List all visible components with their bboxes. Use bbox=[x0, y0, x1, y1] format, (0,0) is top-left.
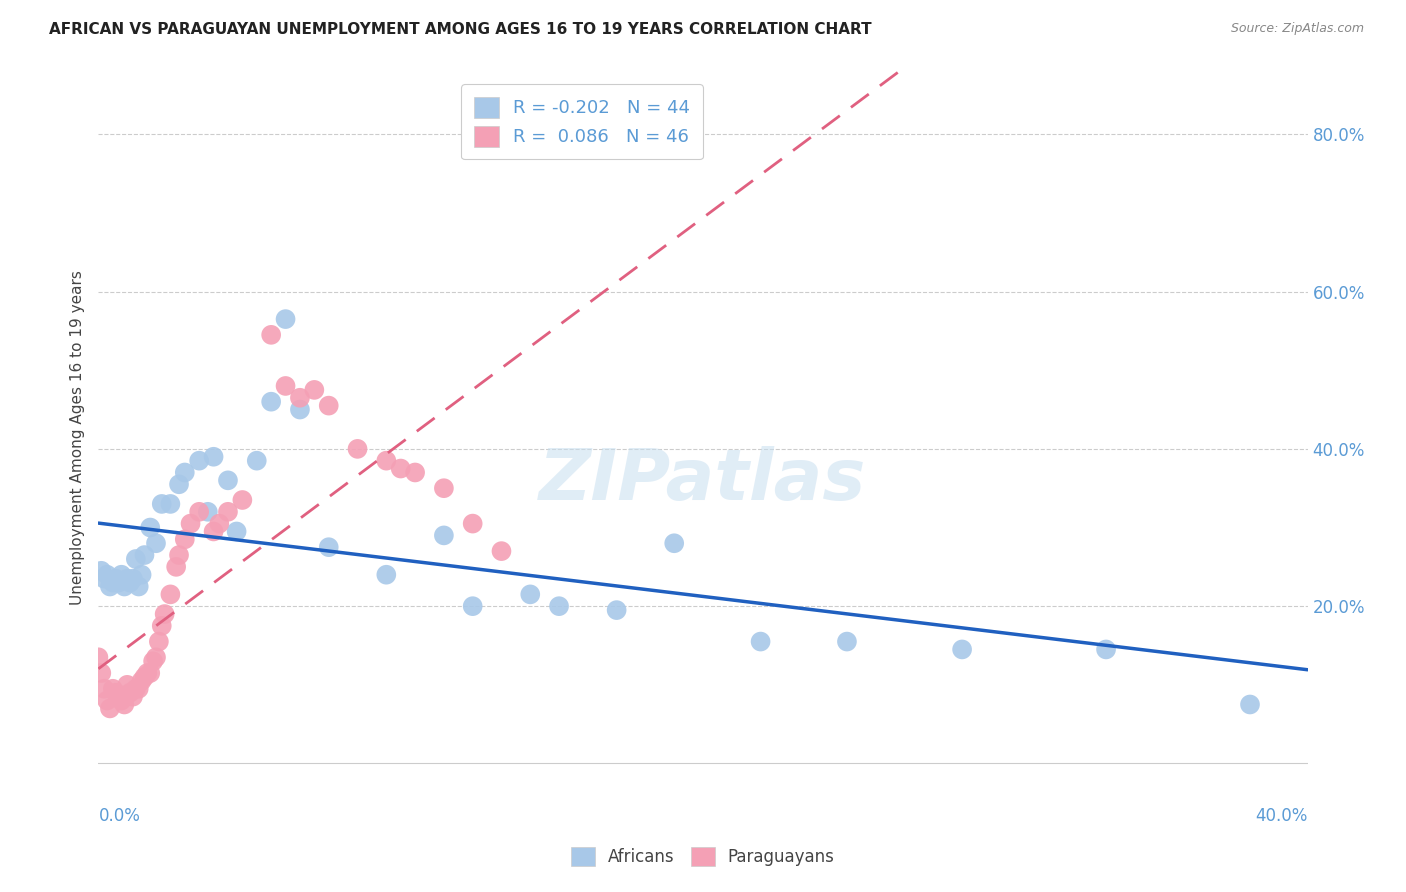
Point bbox=[950, 642, 973, 657]
Point bbox=[404, 466, 426, 480]
Point bbox=[260, 327, 283, 342]
Point bbox=[110, 567, 132, 582]
Point bbox=[145, 536, 167, 550]
Point bbox=[288, 391, 311, 405]
Point bbox=[125, 681, 148, 696]
Point bbox=[90, 564, 112, 578]
Point bbox=[1095, 642, 1118, 657]
Point bbox=[98, 580, 121, 594]
Point bbox=[131, 673, 153, 688]
Point bbox=[153, 607, 176, 621]
Point bbox=[606, 603, 628, 617]
Point bbox=[461, 516, 484, 531]
Point bbox=[131, 567, 153, 582]
Point bbox=[150, 497, 173, 511]
Point bbox=[93, 572, 115, 586]
Point bbox=[180, 516, 202, 531]
Point bbox=[491, 544, 513, 558]
Text: AFRICAN VS PARAGUAYAN UNEMPLOYMENT AMONG AGES 16 TO 19 YEARS CORRELATION CHART: AFRICAN VS PARAGUAYAN UNEMPLOYMENT AMONG… bbox=[49, 22, 872, 37]
Point bbox=[107, 690, 129, 704]
Point bbox=[115, 572, 138, 586]
Point bbox=[318, 399, 340, 413]
Point bbox=[197, 505, 219, 519]
Point bbox=[749, 634, 772, 648]
Text: ZIPatlas: ZIPatlas bbox=[540, 447, 866, 516]
Point bbox=[274, 379, 297, 393]
Point bbox=[136, 666, 159, 681]
Point bbox=[318, 540, 340, 554]
Point bbox=[98, 701, 121, 715]
Point bbox=[128, 580, 150, 594]
Point bbox=[101, 575, 124, 590]
Point bbox=[246, 453, 269, 467]
Point bbox=[389, 461, 412, 475]
Point bbox=[90, 666, 112, 681]
Point bbox=[115, 678, 138, 692]
Point bbox=[1239, 698, 1261, 712]
Point bbox=[835, 634, 858, 648]
Point bbox=[87, 650, 110, 665]
Point bbox=[120, 575, 142, 590]
Point bbox=[173, 466, 195, 480]
Point bbox=[288, 402, 311, 417]
Y-axis label: Unemployment Among Ages 16 to 19 years: Unemployment Among Ages 16 to 19 years bbox=[69, 269, 84, 605]
Point bbox=[217, 473, 239, 487]
Point bbox=[461, 599, 484, 614]
Point bbox=[110, 693, 132, 707]
Point bbox=[142, 654, 165, 668]
Legend: Africans, Paraguayans: Africans, Paraguayans bbox=[565, 840, 841, 873]
Point bbox=[664, 536, 686, 550]
Point bbox=[167, 477, 190, 491]
Point bbox=[173, 533, 195, 547]
Point bbox=[202, 450, 225, 464]
Point bbox=[217, 505, 239, 519]
Point bbox=[101, 681, 124, 696]
Point bbox=[304, 383, 326, 397]
Point bbox=[188, 453, 211, 467]
Point bbox=[167, 548, 190, 562]
Point bbox=[433, 528, 456, 542]
Point bbox=[433, 481, 456, 495]
Point bbox=[231, 493, 253, 508]
Point bbox=[346, 442, 368, 456]
Point bbox=[375, 567, 398, 582]
Point bbox=[548, 599, 571, 614]
Point bbox=[104, 572, 127, 586]
Point bbox=[274, 312, 297, 326]
Point bbox=[96, 567, 118, 582]
Text: 40.0%: 40.0% bbox=[1256, 806, 1308, 825]
Point bbox=[150, 619, 173, 633]
Point bbox=[202, 524, 225, 539]
Point bbox=[159, 587, 181, 601]
Point bbox=[128, 681, 150, 696]
Point bbox=[139, 520, 162, 534]
Point bbox=[145, 650, 167, 665]
Point bbox=[96, 693, 118, 707]
Point bbox=[148, 634, 170, 648]
Point bbox=[165, 559, 187, 574]
Text: 0.0%: 0.0% bbox=[98, 806, 141, 825]
Point bbox=[120, 686, 142, 700]
Point bbox=[208, 516, 231, 531]
Point bbox=[112, 580, 135, 594]
Point bbox=[122, 690, 145, 704]
Point bbox=[122, 572, 145, 586]
Point bbox=[519, 587, 541, 601]
Point bbox=[188, 505, 211, 519]
Legend: R = -0.202   N = 44, R =  0.086   N = 46: R = -0.202 N = 44, R = 0.086 N = 46 bbox=[461, 84, 703, 159]
Point bbox=[104, 686, 127, 700]
Point bbox=[112, 698, 135, 712]
Point bbox=[134, 670, 156, 684]
Text: Source: ZipAtlas.com: Source: ZipAtlas.com bbox=[1230, 22, 1364, 36]
Point bbox=[260, 394, 283, 409]
Point bbox=[375, 453, 398, 467]
Point bbox=[139, 666, 162, 681]
Point bbox=[107, 575, 129, 590]
Point bbox=[159, 497, 181, 511]
Point bbox=[134, 548, 156, 562]
Point bbox=[93, 681, 115, 696]
Point bbox=[125, 552, 148, 566]
Point bbox=[225, 524, 247, 539]
